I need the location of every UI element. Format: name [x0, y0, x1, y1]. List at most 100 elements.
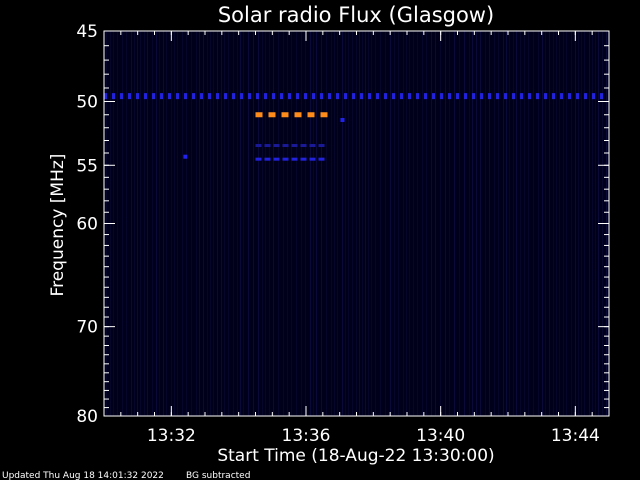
noise-streak	[571, 31, 572, 416]
noise-streak	[291, 31, 292, 416]
y-tick-label: 45	[76, 22, 98, 42]
interference-segment	[291, 144, 298, 148]
noise-streak	[440, 31, 441, 416]
noise-streak	[426, 31, 427, 416]
noise-streak	[196, 31, 197, 416]
interference-segment	[264, 157, 271, 161]
noise-streak	[243, 31, 244, 416]
noise-streak	[159, 31, 160, 416]
interference-segment	[255, 112, 263, 118]
noise-streak	[581, 31, 582, 416]
noise-streak	[398, 31, 399, 416]
noise-streak	[126, 31, 127, 416]
noise-streak	[528, 31, 529, 416]
interference-segment	[318, 144, 325, 148]
noise-streak	[454, 31, 455, 416]
interference-segment	[281, 112, 289, 118]
noise-streak	[533, 31, 534, 416]
x-tick-label: 13:36	[282, 426, 331, 446]
noise-streak	[144, 31, 145, 416]
noise-streak	[240, 31, 241, 416]
noise-streak	[117, 31, 118, 416]
x-tick-label: 13:40	[416, 426, 465, 446]
noise-streak	[134, 31, 135, 416]
interference-segment	[304, 93, 307, 100]
noise-streak	[287, 31, 288, 416]
noise-streak	[258, 31, 259, 416]
noise-streak	[237, 31, 238, 416]
noise-streak	[385, 31, 386, 416]
noise-streak	[459, 31, 460, 416]
noise-streak	[584, 31, 585, 416]
noise-streak	[301, 31, 302, 416]
noise-streak	[362, 31, 363, 416]
interference-segment	[318, 157, 325, 161]
noise-streak	[174, 31, 175, 416]
noise-streak	[137, 31, 138, 416]
noise-streak	[559, 31, 560, 416]
interference-segment	[328, 93, 331, 100]
noise-streak	[262, 31, 263, 416]
noise-streak	[394, 31, 395, 416]
interference-segment	[291, 157, 298, 161]
axes: 45 50 55 60 70 80 13:32 13:36 13:40 13:44	[76, 22, 610, 446]
noise-streak	[140, 31, 141, 416]
interference-segment	[312, 93, 315, 100]
noise-streak	[283, 31, 284, 416]
noise-streak	[217, 31, 218, 416]
interference-segment	[273, 157, 280, 161]
noise-streak	[313, 31, 314, 416]
noise-streak	[513, 31, 514, 416]
interference-segment	[104, 93, 107, 100]
signal-spot	[183, 154, 188, 159]
noise-streak	[595, 31, 596, 416]
interference-segment	[268, 112, 276, 118]
interference-segment	[255, 157, 262, 161]
noise-streak	[542, 31, 543, 416]
noise-streak	[296, 31, 297, 416]
interference-segment	[408, 93, 411, 100]
interference-segment	[376, 93, 379, 100]
noise-streak	[326, 31, 327, 416]
interference-segment	[320, 93, 323, 100]
noise-streak	[406, 31, 407, 416]
noise-streak	[524, 31, 525, 416]
interference-segment	[344, 93, 347, 100]
noise-streak	[498, 31, 499, 416]
interference-segment	[128, 93, 131, 100]
noise-streak	[177, 31, 178, 416]
interference-segment	[384, 93, 387, 100]
interference-segment	[448, 93, 451, 100]
noise-streak	[269, 31, 270, 416]
interference-segment	[264, 144, 271, 148]
noise-streak	[182, 31, 183, 416]
interference-segment	[248, 93, 251, 100]
interference-segment	[273, 144, 280, 148]
noise-streak	[122, 31, 123, 416]
noise-streak	[380, 31, 381, 416]
noise-streak	[305, 31, 306, 416]
interference-segment	[416, 93, 419, 100]
interference-segment	[568, 93, 571, 100]
noise-streak	[171, 31, 172, 416]
interference-segment	[472, 93, 475, 100]
footer-note: BG subtracted	[186, 471, 250, 480]
noise-streak	[592, 31, 593, 416]
noise-streak	[422, 31, 423, 416]
noise-streak	[199, 31, 200, 416]
noise-streak	[485, 31, 486, 416]
y-tick-label: 80	[76, 407, 98, 427]
noise-streak	[516, 31, 517, 416]
y-tick-label: 60	[76, 215, 98, 235]
interference-segment	[360, 93, 363, 100]
interference-segment	[592, 93, 595, 100]
y-tick-label: 55	[76, 156, 98, 176]
noise-streak	[480, 31, 481, 416]
interference-segment	[307, 112, 315, 118]
noise-streak	[166, 31, 167, 416]
noise-streak	[156, 31, 157, 416]
noise-streak	[186, 31, 187, 416]
interference-segment	[368, 93, 371, 100]
interference-segment	[512, 93, 515, 100]
